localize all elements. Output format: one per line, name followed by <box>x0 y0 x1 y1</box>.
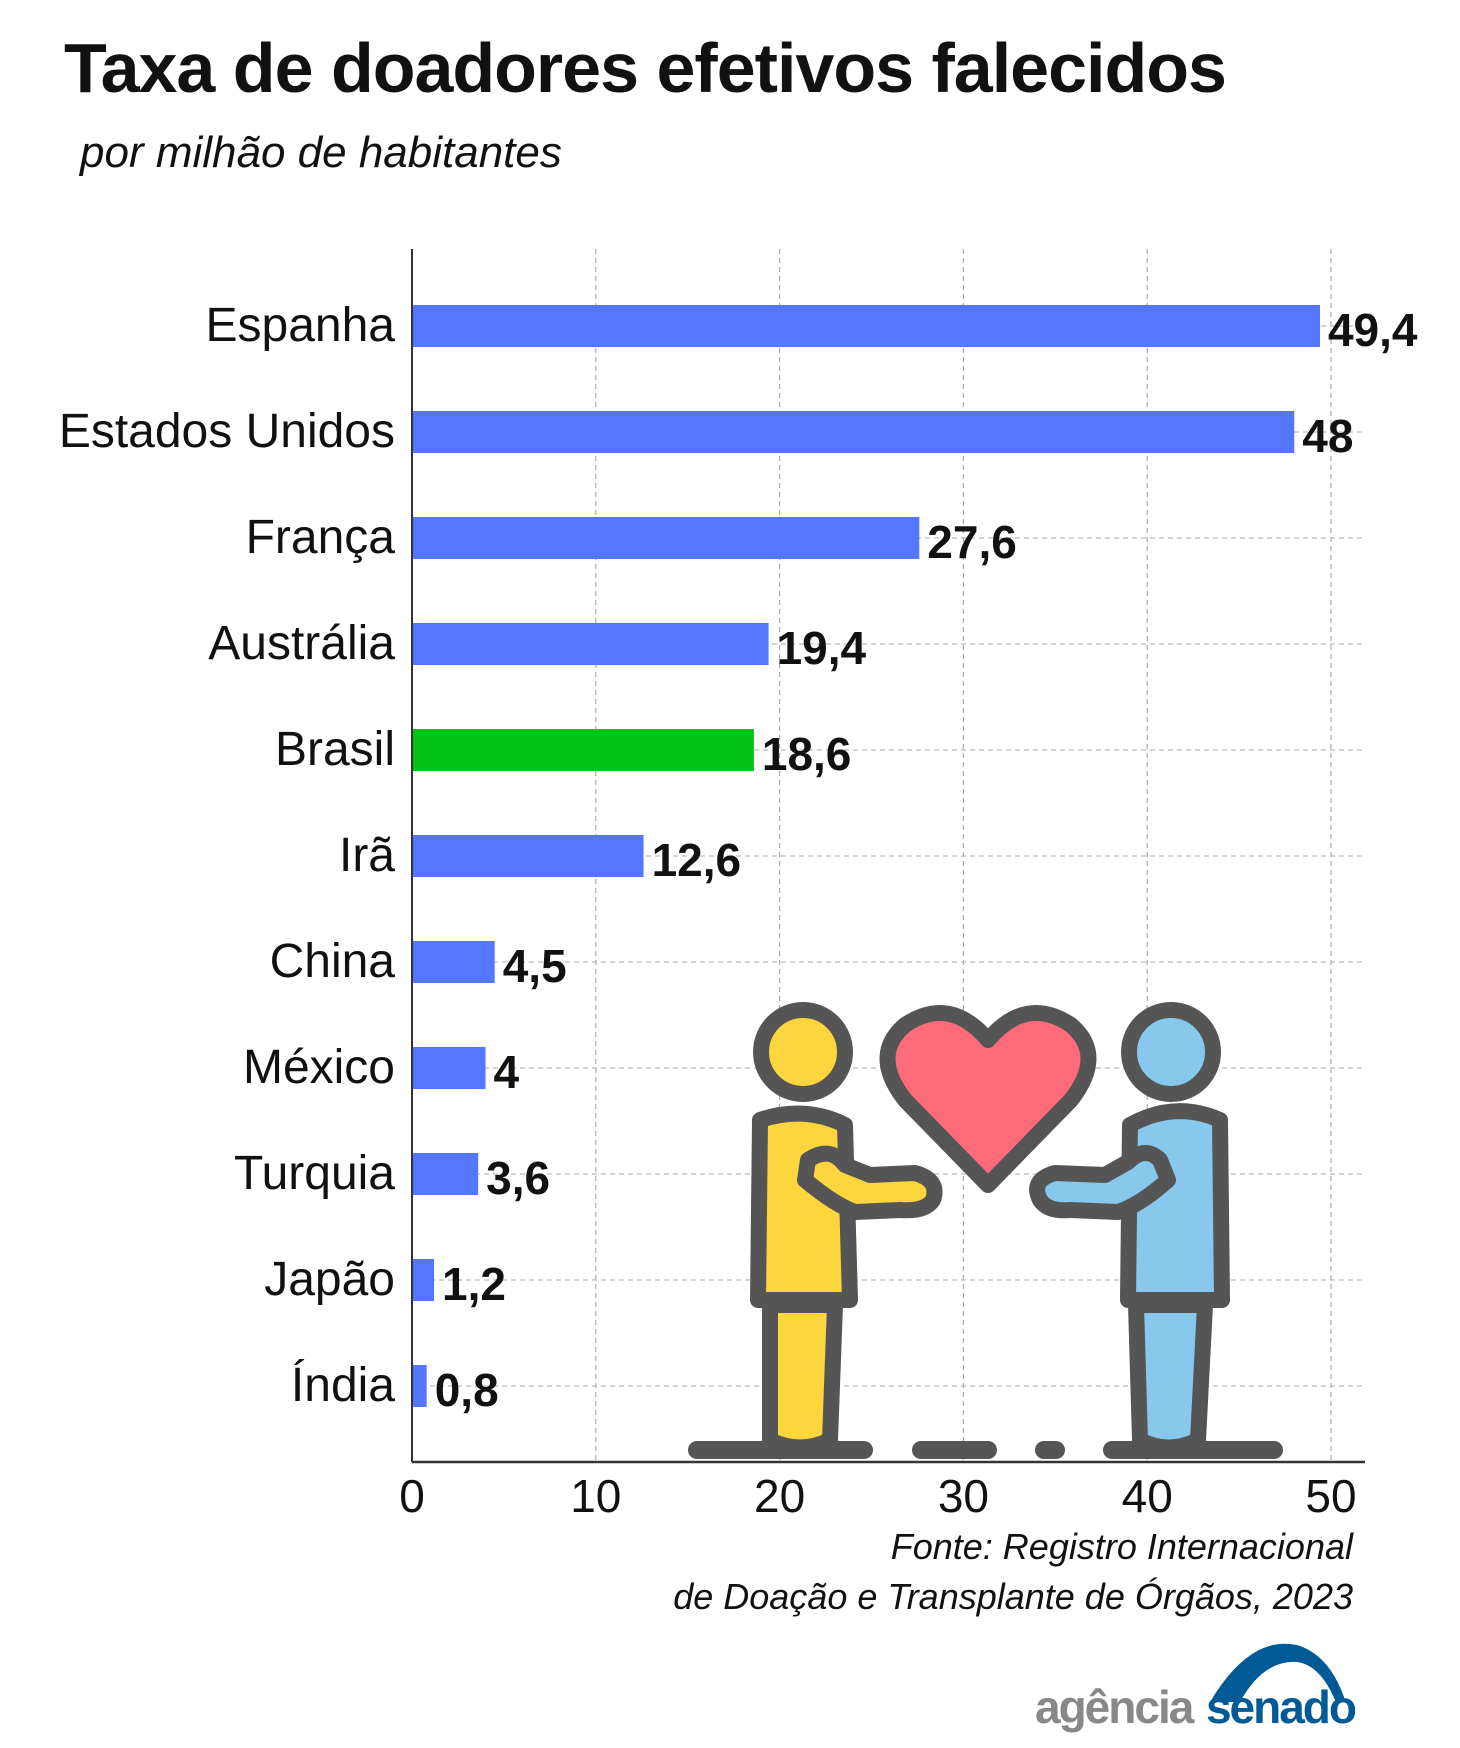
value-label: 3,6 <box>486 1152 550 1204</box>
value-label: 1,2 <box>442 1258 506 1310</box>
agencia-senado-logo: agência senado <box>1035 1640 1357 1740</box>
chart-title: Taxa de doadores efetivos falecidos <box>64 29 1227 107</box>
value-label: 4,5 <box>503 940 567 992</box>
x-tick-label: 40 <box>1122 1470 1173 1522</box>
bar-5 <box>412 835 644 877</box>
logo-text-senado: senado <box>1205 1681 1357 1733</box>
value-label: 49,4 <box>1328 304 1418 356</box>
value-label: 27,6 <box>927 516 1017 568</box>
bar-0 <box>412 305 1320 347</box>
category-label: Turquia <box>234 1147 395 1200</box>
x-tick-label: 50 <box>1305 1470 1356 1522</box>
category-label: Índia <box>291 1359 395 1412</box>
category-label: México <box>243 1041 395 1094</box>
value-label: 48 <box>1302 410 1353 462</box>
bar-6 <box>412 941 495 983</box>
category-label: Irã <box>339 829 395 882</box>
category-label: Estados Unidos <box>59 405 395 458</box>
value-label: 4 <box>494 1046 520 1098</box>
category-label: China <box>270 935 396 988</box>
source-line-1: Fonte: Registro Internacional <box>890 1526 1353 1567</box>
x-tick-label: 30 <box>938 1470 989 1522</box>
heart-icon <box>879 1005 1097 1193</box>
category-label: França <box>246 511 396 564</box>
value-label: 0,8 <box>435 1364 499 1416</box>
value-label: 12,6 <box>652 834 742 886</box>
bar-9 <box>412 1259 435 1301</box>
bar-2 <box>412 517 920 559</box>
bar-8 <box>412 1153 479 1195</box>
source-note: Fonte: Registro Internacional de Doação … <box>673 1522 1353 1622</box>
blue-person-arm <box>1029 1145 1176 1220</box>
yellow-person-arm <box>797 1145 943 1220</box>
bar-3 <box>412 623 769 665</box>
value-label: 18,6 <box>762 728 852 780</box>
yellow-person-legs <box>762 1297 843 1456</box>
blue-person-head <box>1121 1002 1221 1102</box>
category-label: Japão <box>264 1253 395 1306</box>
donation-illustration-icon <box>688 1002 1283 1459</box>
bar-1 <box>412 411 1295 453</box>
bar-7 <box>412 1047 486 1089</box>
category-label: Brasil <box>275 723 395 776</box>
value-label: 19,4 <box>777 622 867 674</box>
bar-10 <box>412 1365 427 1407</box>
source-line-2: de Doação e Transplante de Órgãos, 2023 <box>673 1576 1353 1617</box>
yellow-person-head <box>753 1002 853 1102</box>
logo-text-agencia: agência <box>1035 1681 1194 1733</box>
x-tick-label: 0 <box>399 1470 425 1522</box>
chart-subtitle: por milhão de habitantes <box>80 128 562 177</box>
x-tick-label: 20 <box>754 1470 805 1522</box>
blue-person-legs <box>1128 1297 1213 1456</box>
bar-4 <box>412 729 754 771</box>
category-label: Austrália <box>208 617 395 670</box>
x-tick-label: 10 <box>570 1470 621 1522</box>
category-label: Espanha <box>206 299 396 352</box>
logo-arc-icon <box>1210 1643 1345 1702</box>
